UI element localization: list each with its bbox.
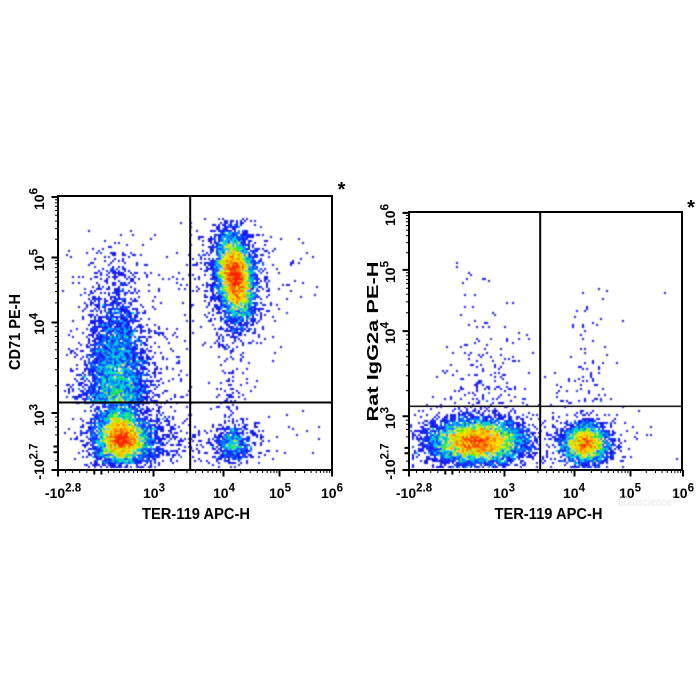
svg-text:CD71 PE-H: CD71 PE-H	[7, 294, 24, 370]
svg-text:*: *	[687, 197, 695, 219]
svg-text:*: *	[338, 179, 346, 201]
svg-text:TER-119 APC-H: TER-119 APC-H	[142, 506, 250, 523]
svg-text:Rat IgG2a PE-H: Rat IgG2a PE-H	[365, 262, 382, 422]
svg-text:TER-119 APC-H: TER-119 APC-H	[495, 506, 603, 523]
svg-text:Elabscience®: Elabscience®	[618, 496, 676, 509]
